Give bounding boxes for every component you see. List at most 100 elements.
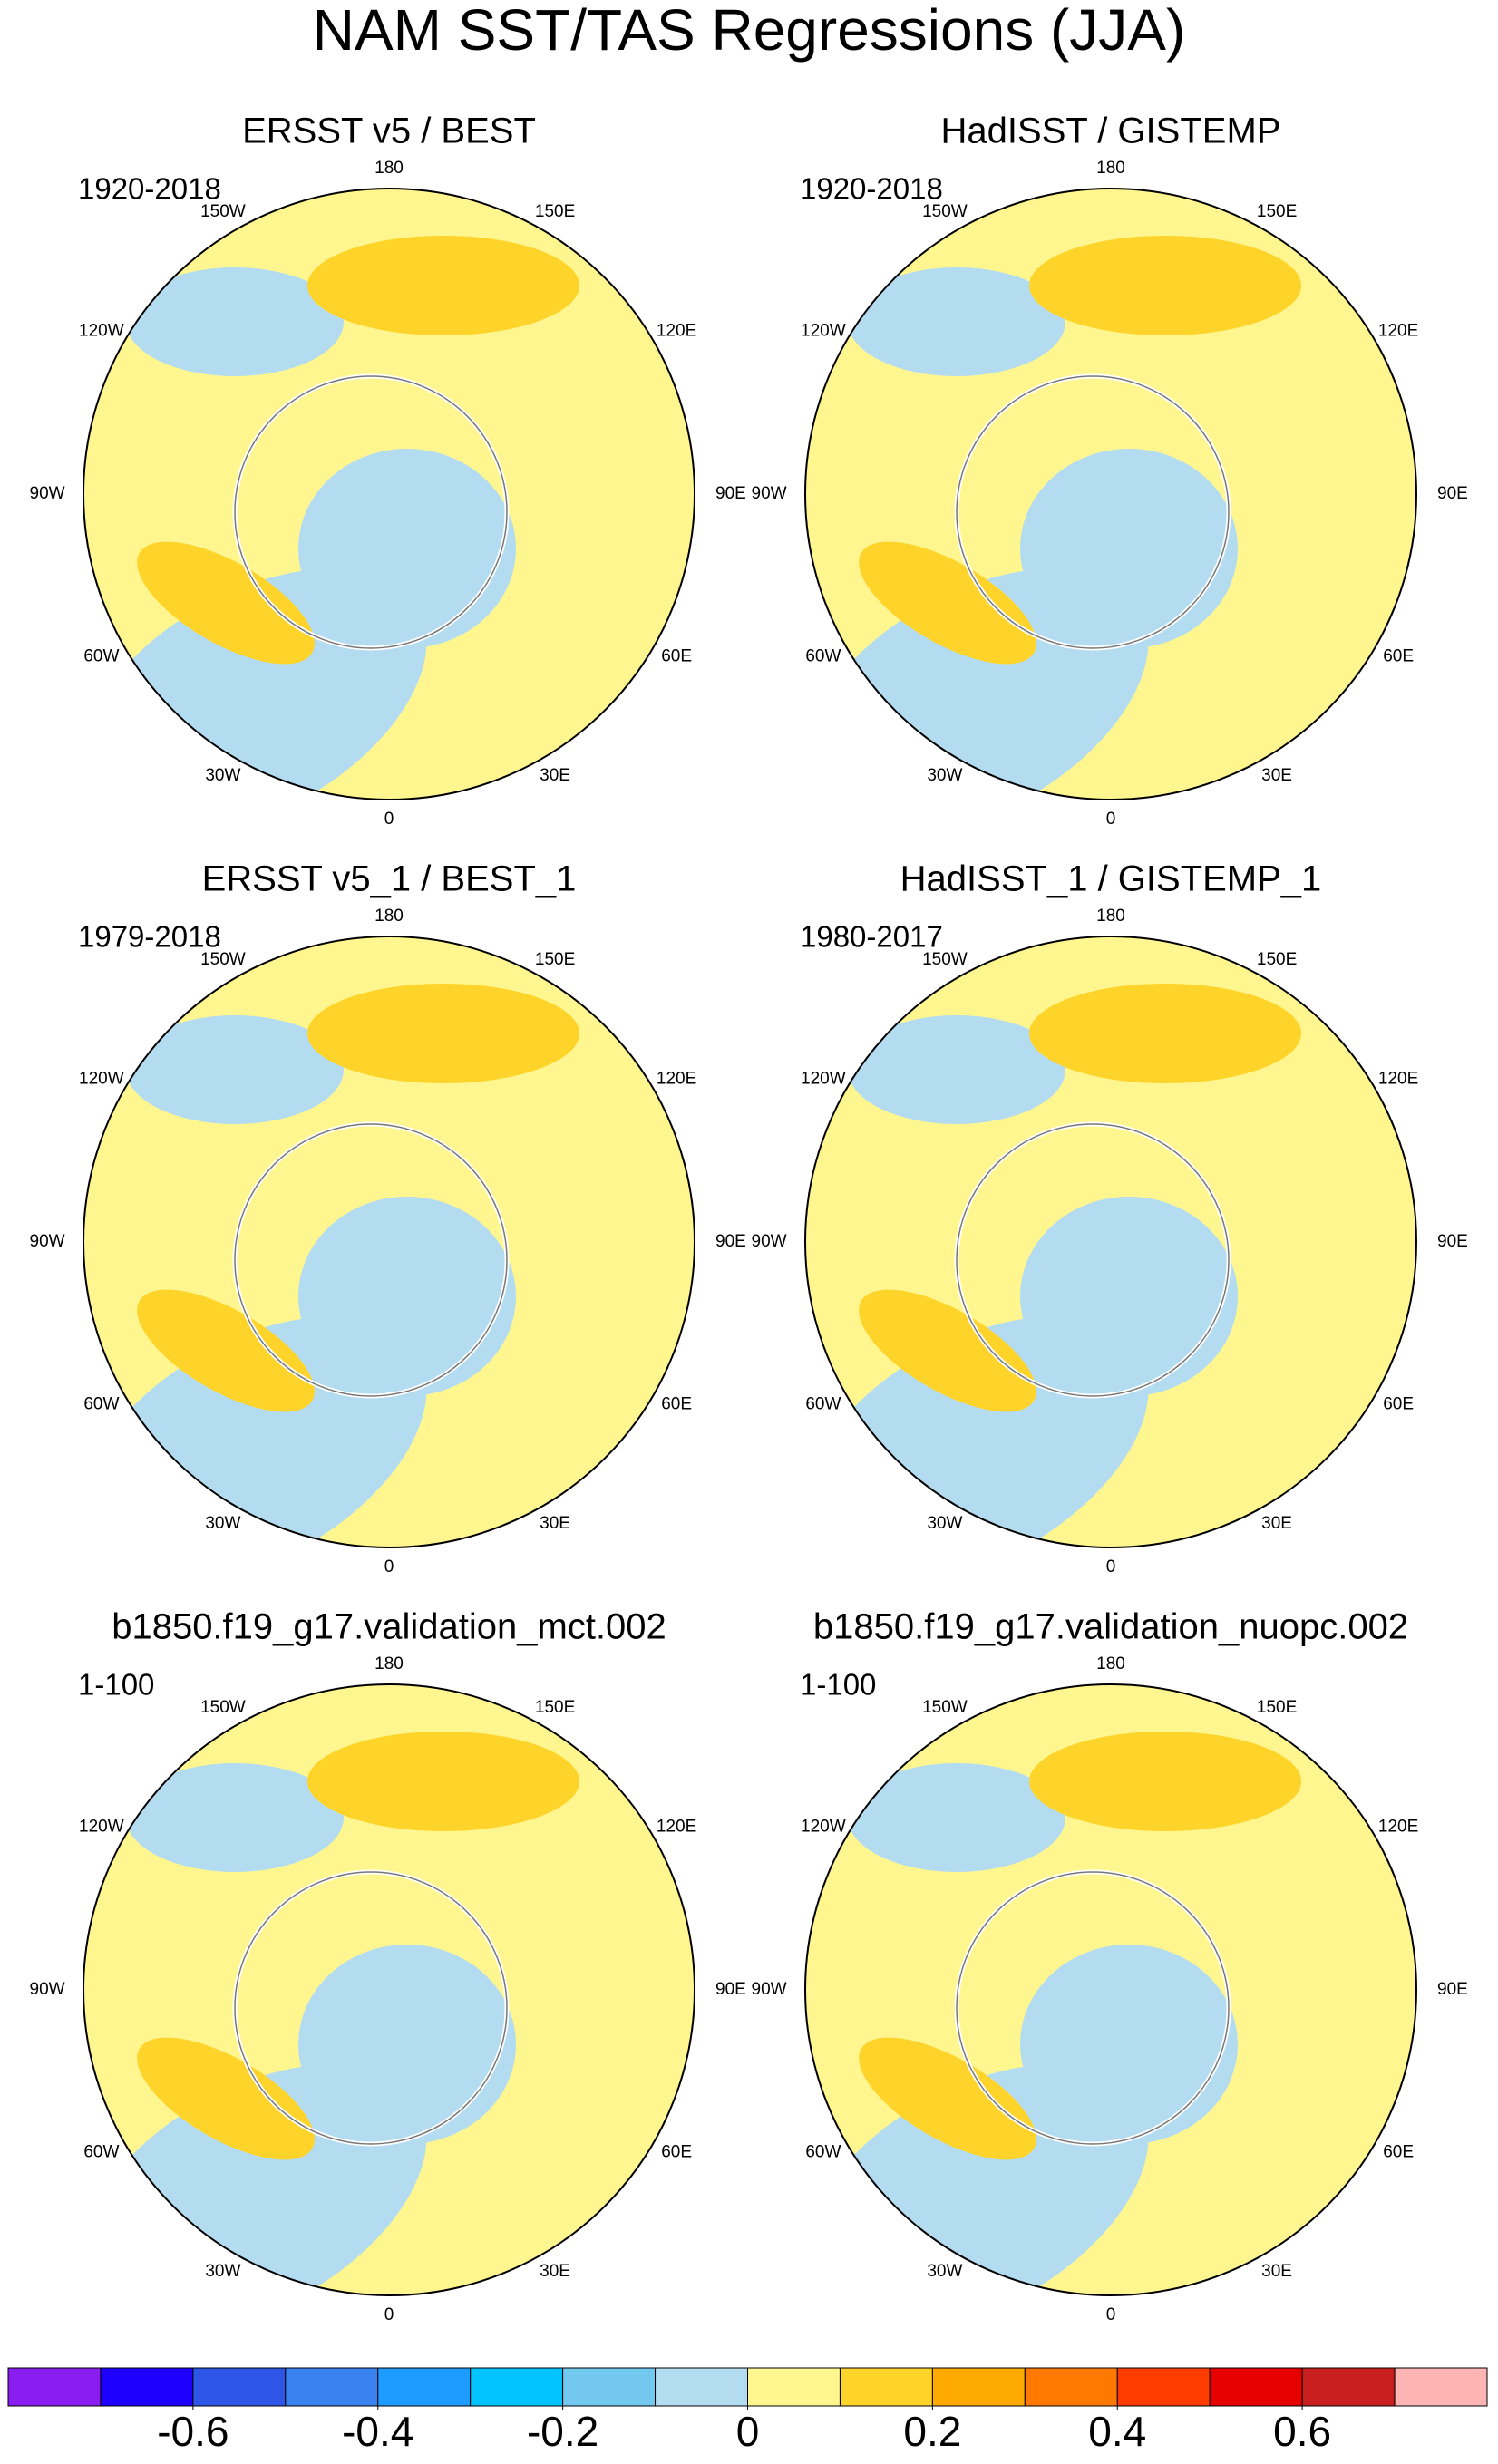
longitude-label: 30W	[927, 766, 962, 785]
longitude-label: 180	[374, 159, 404, 178]
panel-period: 1-100	[78, 1668, 154, 1702]
field-blob	[1020, 1945, 1238, 2144]
coastline	[234, 1871, 508, 2145]
longitude-label: 120W	[801, 1070, 846, 1089]
field-blob	[298, 1197, 516, 1396]
colorbar-box	[192, 2367, 287, 2407]
panel-title: HadISST / GISTEMP	[941, 112, 1281, 151]
longitude-label: 150E	[1257, 1698, 1297, 1717]
longitude-label: 120E	[657, 322, 696, 341]
longitude-label: 150W	[922, 1698, 968, 1717]
longitude-label: 60E	[661, 1395, 692, 1414]
field-blob	[137, 1289, 315, 1412]
map	[83, 936, 695, 1547]
longitude-label: 150E	[1257, 202, 1297, 221]
longitude-label: 30W	[205, 1514, 240, 1533]
longitude-label: 30E	[1261, 766, 1292, 785]
longitude-label: 30E	[540, 766, 570, 785]
longitude-label: 60W	[805, 647, 841, 666]
field-blob	[307, 236, 579, 335]
map-border	[83, 1683, 696, 2296]
longitude-label: 180	[374, 907, 404, 926]
field-blob	[859, 1289, 1036, 1412]
longitude-label: 30W	[205, 2262, 240, 2281]
longitude-label: 90W	[30, 1980, 65, 1999]
longitude-label: 120W	[801, 1818, 846, 1837]
field-blob	[1029, 1732, 1301, 1831]
coastline	[234, 1123, 508, 1397]
longitude-label: 90E	[715, 1980, 746, 1999]
longitude-label: 120W	[79, 322, 124, 341]
longitude-label: 30W	[205, 766, 240, 785]
longitude-label: 120W	[801, 322, 846, 341]
panel-period: 1920-2018	[800, 172, 943, 206]
field-blob	[137, 2037, 315, 2160]
map-border	[83, 188, 696, 800]
longitude-label: 60E	[661, 647, 692, 666]
longitude-label: 60W	[805, 2143, 841, 2162]
longitude-label: 150E	[535, 202, 575, 221]
longitude-label: 90E	[1437, 1980, 1468, 1999]
longitude-label: 60E	[1383, 2143, 1414, 2162]
field-blob	[307, 1732, 579, 1831]
longitude-label: 30W	[927, 2262, 962, 2281]
colorbar-box	[655, 2367, 748, 2407]
longitude-label: 120W	[79, 1818, 124, 1837]
longitude-label: 150W	[922, 202, 968, 221]
colorbar-box	[470, 2367, 564, 2407]
map	[805, 1684, 1416, 2295]
field-blob	[1020, 1197, 1238, 1396]
longitude-label: 150E	[1257, 950, 1297, 969]
colorbar-label: -0.6	[157, 2408, 229, 2455]
colorbar-box	[562, 2367, 657, 2407]
map	[83, 189, 695, 800]
panel-period: 1980-2017	[800, 920, 943, 954]
colorbar-box	[7, 2367, 102, 2407]
colorbar-label: 0.6	[1273, 2408, 1331, 2455]
colorbar-label: 0.2	[903, 2408, 961, 2455]
coastline	[956, 1123, 1230, 1397]
colorbar-box	[1116, 2367, 1211, 2407]
field-blob	[126, 1763, 344, 1872]
panel-title: ERSST v5_1 / BEST_1	[202, 859, 577, 899]
longitude-label: 90W	[752, 1232, 787, 1251]
panel-title: b1850.f19_g17.validation_mct.002	[112, 1607, 666, 1647]
coastline	[234, 375, 508, 649]
field-blob	[137, 541, 315, 665]
colorbar-box	[100, 2367, 194, 2407]
longitude-label: 0	[1106, 810, 1116, 829]
panel-title: ERSST v5 / BEST	[242, 112, 536, 151]
longitude-label: 90W	[752, 1980, 787, 1999]
panel-title: b1850.f19_g17.validation_nuopc.002	[813, 1607, 1408, 1647]
field-blob	[298, 449, 516, 648]
field-blob	[126, 267, 344, 376]
coastline	[956, 375, 1230, 649]
longitude-label: 150E	[535, 1698, 575, 1717]
longitude-label: 30E	[1261, 1514, 1292, 1533]
longitude-label: 150W	[200, 950, 246, 969]
colorbar-box	[1209, 2367, 1303, 2407]
longitude-label: 120E	[1378, 322, 1418, 341]
longitude-label: 180	[1096, 907, 1125, 926]
longitude-label: 150W	[200, 1698, 246, 1717]
longitude-label: 0	[384, 810, 394, 829]
longitude-label: 120E	[1378, 1818, 1418, 1837]
colorbar-box	[747, 2367, 841, 2407]
panel-period: 1979-2018	[78, 920, 221, 954]
panel-period: 1-100	[800, 1668, 876, 1702]
field-blob	[859, 541, 1036, 665]
longitude-label: 150E	[535, 950, 575, 969]
colorbar-label: 0	[736, 2408, 760, 2455]
field-blob	[126, 1015, 344, 1124]
colorbar-box	[1024, 2367, 1118, 2407]
longitude-label: 60W	[83, 1395, 119, 1414]
map-border	[804, 936, 1417, 1548]
colorbar-box	[285, 2367, 379, 2407]
coastline	[956, 1871, 1230, 2145]
longitude-label: 60E	[1383, 1395, 1414, 1414]
colorbar-label: 0.4	[1088, 2408, 1146, 2455]
field-blob	[1020, 449, 1238, 648]
field-blob	[848, 267, 1065, 376]
longitude-label: 90E	[715, 1232, 746, 1251]
longitude-label: 120E	[657, 1818, 696, 1837]
